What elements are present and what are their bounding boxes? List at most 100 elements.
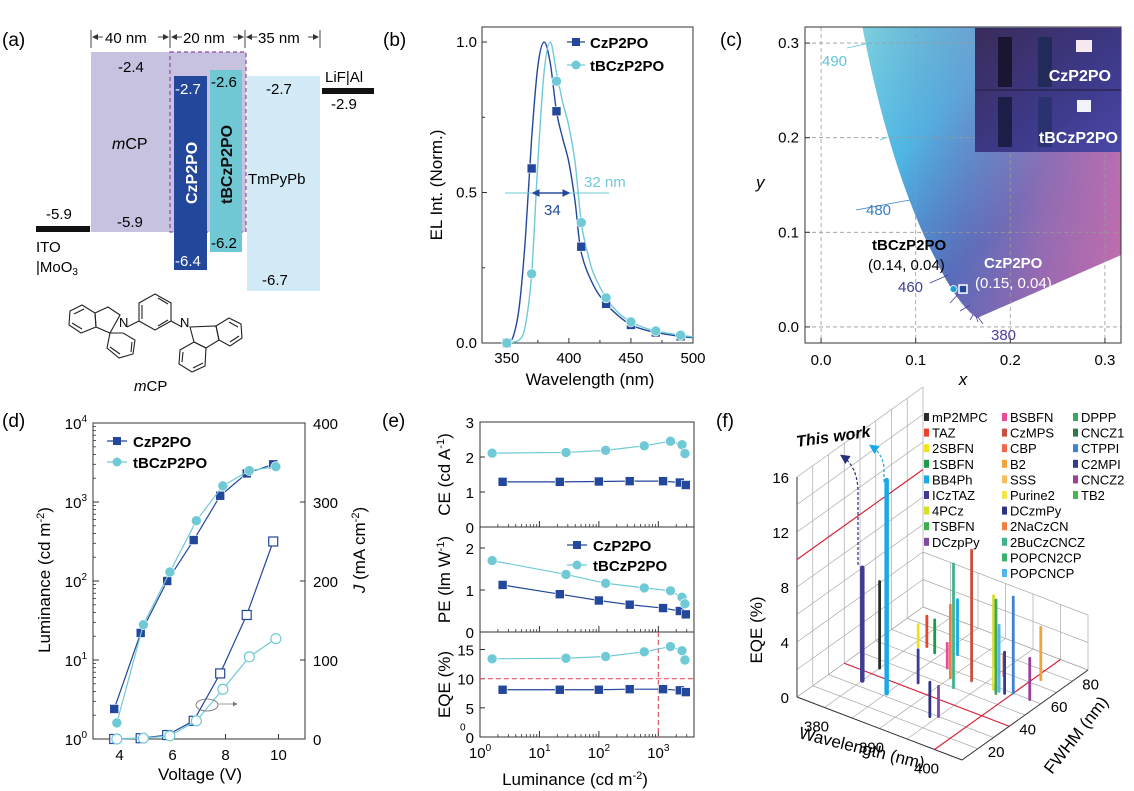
- data-point-tbczp2po: [665, 585, 676, 597]
- x-axis-label-b: Wavelength (nm): [526, 370, 655, 389]
- legend-label-tbczp2po-e: tBCzP2PO: [593, 558, 668, 575]
- y-tick-label-left-d: 102: [65, 572, 88, 591]
- fwhm-label-tbczp2po: 32 nm: [584, 174, 626, 191]
- legend-swatch-dczmpy: [1002, 506, 1007, 515]
- x-tick-label-f: 390: [859, 740, 884, 757]
- tmpypb-lumo-label: -2.7: [266, 81, 292, 98]
- plot-frame-c: [804, 26, 1122, 344]
- panel-label-a: (a): [2, 30, 25, 51]
- y-tick-label-f: 60: [1051, 699, 1068, 716]
- data-point-czp2po: [594, 595, 604, 606]
- legend-swatch-c2mpi: [1073, 459, 1078, 468]
- x-axis-label-e: Luminance (cd m-2): [502, 770, 648, 789]
- bars-3d-f: [857, 477, 1043, 719]
- x-tick-label-f: 380: [804, 719, 829, 736]
- y-tick-label-e: 0: [466, 730, 474, 747]
- data-point-tbczp2po: [679, 448, 691, 459]
- legend-label-tbczp2po-d: tBCzP2PO: [133, 455, 208, 472]
- z-tick-label-f: 16: [772, 470, 789, 487]
- data-point-czp2po: [624, 599, 635, 610]
- data-point-tbczp2po: [650, 325, 662, 337]
- y-tick-label-e: 1: [466, 485, 474, 502]
- legend-label-dppp: DPPP: [1081, 410, 1116, 425]
- legend-swatch-cncz2: [1073, 475, 1078, 484]
- data-point-tbczp2po: [675, 329, 686, 341]
- inset-device-strip-2: [1038, 37, 1052, 87]
- data-point-czp2po: [497, 477, 508, 487]
- subplot-ce: 0 1 2 3 CE (cd A-1): [435, 415, 695, 537]
- x-axis-label-c: x: [958, 370, 968, 389]
- y-axis-label-b: EL Int. (Norm.): [427, 130, 446, 241]
- grid-line-f: [891, 629, 1057, 693]
- legend-label-cncz1: CNCZ1: [1081, 426, 1124, 441]
- legend-swatch-czmps: [1002, 428, 1007, 437]
- data-point-tbczp2po-j: [270, 633, 282, 645]
- series-line-tbczp2po: [492, 440, 686, 454]
- y-tick-label-right-d: 400: [313, 416, 338, 433]
- y-axis-label-e: PE (lm W-1): [435, 536, 454, 623]
- data-point-czp2po: [658, 603, 668, 613]
- x-tick-label-c: 0.2: [1000, 352, 1021, 369]
- data-point-tbczp2po: [486, 555, 498, 566]
- data-point-tbczp2po: [501, 337, 513, 349]
- data-point-czp2po: [526, 163, 537, 174]
- data-point-tbczp2po-j: [137, 732, 149, 744]
- legend-label-icztaz: ICzTAZ: [932, 488, 975, 503]
- y-tick-label-b: 0.0: [456, 335, 477, 352]
- x-tick-label-e: 101: [528, 743, 551, 762]
- y-axis-label-right-d: J (mA cm-2): [350, 507, 369, 594]
- x-tick-label-f: 400: [914, 761, 939, 778]
- device-photo-inset: CzP2PO tBCzP2PO: [975, 28, 1121, 152]
- legend-swatch-2naczcn: [1002, 522, 1007, 531]
- data-point-czp2po: [554, 589, 565, 600]
- legend-swatch-b2: [1002, 459, 1007, 468]
- legend-swatch-mp2mpc: [924, 413, 929, 421]
- data-point-tbczp2po: [560, 652, 572, 664]
- legend-label-czmps: CzMPS: [1010, 426, 1054, 441]
- czp2po-layer-label: CzP2PO: [184, 142, 201, 204]
- data-point-czp2po: [554, 684, 565, 695]
- legend-label-bb4ph: BB4Ph: [932, 472, 972, 487]
- data-point-tbczp2po-j: [111, 733, 123, 745]
- data-point-czp2po: [554, 477, 565, 487]
- data-point-tbczp2po: [665, 641, 676, 652]
- data-point-tbczp2po: [111, 717, 123, 729]
- legend-label-popcn2cp: POPCN2CP: [1010, 550, 1082, 565]
- inset-device-strip-3: [998, 97, 1012, 147]
- y-tick-label-c: 0.2: [778, 130, 799, 147]
- series-line-czp2po: [113, 463, 274, 710]
- legend-swatch-cncz1: [1073, 428, 1078, 437]
- lifal-electrode-bar: [322, 88, 374, 94]
- legend-label-cbp: CBP: [1010, 441, 1037, 456]
- legend-swatch-bb4ph: [924, 475, 929, 484]
- czp2po-homo-label: -6.4: [175, 253, 201, 270]
- legend-label-czp2po-e: CzP2PO: [593, 538, 652, 555]
- legend-swatch-dppp: [1073, 413, 1078, 421]
- data-point-czp2po: [497, 684, 508, 695]
- data-point-tbczp2po: [679, 598, 691, 610]
- legend-swatch-popcncp: [1002, 569, 1007, 577]
- mcp-lumo-label: -2.4: [118, 59, 144, 76]
- wavelength-label-380: 380: [991, 327, 1016, 344]
- wavelength-label-460: 460: [898, 279, 923, 296]
- legend-marker-czp2po: [572, 38, 580, 46]
- inset-emission-spot-1: [1076, 40, 1092, 52]
- lifal-label: LiF|Al: [325, 69, 363, 86]
- atom-label-n-right: N: [180, 315, 189, 330]
- x-tick-label-b: 450: [618, 350, 643, 367]
- legend-marker-tbczp2po: [571, 60, 581, 70]
- y-tick-label-e: 15: [457, 643, 474, 660]
- y-tick-label-e: 5: [466, 701, 474, 718]
- y-axis-f: [961, 669, 1089, 761]
- layer-czp2po: [174, 76, 207, 270]
- molecule-name-label: mCP: [134, 378, 167, 395]
- eqe-3d-bar-chart: 0 4 8 12 16 380 390 400 20 40 60 80 mP2MPCTAZ2SBFN1…: [747, 386, 1124, 778]
- y-tick-label-f: 80: [1082, 676, 1099, 693]
- inset-device-strip-1: [998, 37, 1012, 87]
- legend-label-2buczcncz: 2BuCzCNCZ: [1010, 535, 1085, 550]
- inset-emission-spot-2: [1077, 100, 1091, 112]
- data-point-tbczp2po: [551, 75, 562, 87]
- wavelength-label-480: 480: [866, 202, 891, 219]
- data-point-tbczp2po-j: [217, 683, 229, 695]
